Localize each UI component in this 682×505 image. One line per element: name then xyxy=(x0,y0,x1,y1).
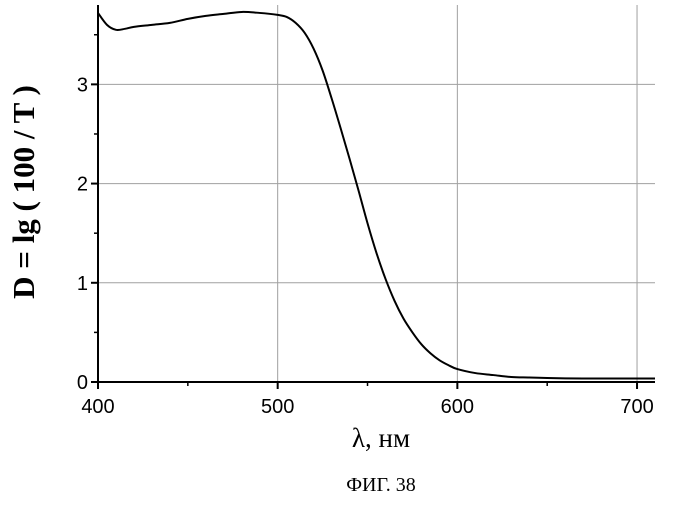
y-tick-label: 2 xyxy=(77,174,88,196)
axes xyxy=(97,5,655,383)
series-line-0 xyxy=(98,12,655,379)
x-tick-label: 500 xyxy=(261,396,294,418)
y-tick-label: 1 xyxy=(77,273,88,295)
x-tick-label: 700 xyxy=(620,396,653,418)
y-axis-title: D = lg ( 100 / T ) xyxy=(6,85,41,299)
figure-caption: ФИГ. 38 xyxy=(346,474,416,496)
y-tick-label: 3 xyxy=(77,74,88,96)
x-tick-label: 400 xyxy=(81,396,114,418)
x-tick-label: 600 xyxy=(441,396,474,418)
series xyxy=(98,12,655,379)
labels: λ, нм D = lg ( 100 / T ) ФИГ. 38 xyxy=(6,85,416,496)
grid xyxy=(98,5,655,382)
y-tick-label: 0 xyxy=(77,372,88,394)
ticks: 400 500 600 700 0 1 2 3 xyxy=(77,35,654,418)
x-axis-title: λ, нм xyxy=(352,423,410,453)
